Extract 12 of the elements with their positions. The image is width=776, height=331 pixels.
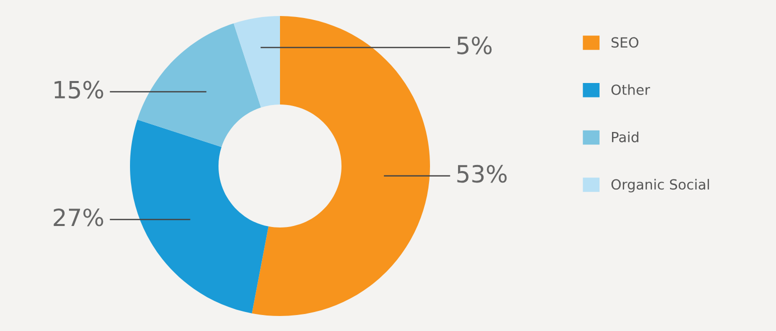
donut-slice xyxy=(137,23,261,147)
data-label: 5% xyxy=(457,36,492,54)
legend-label: Organic Social xyxy=(611,178,709,192)
data-label: 27% xyxy=(54,208,104,226)
legend-label: Other xyxy=(611,84,650,96)
donut-slice xyxy=(130,120,268,314)
legend-label: Paid xyxy=(612,132,638,142)
data-label: 53% xyxy=(457,164,507,183)
donut-slice xyxy=(234,16,280,108)
data-label: 15% xyxy=(54,80,104,99)
legend-label: SEO xyxy=(612,37,638,48)
donut-slice xyxy=(252,16,430,316)
